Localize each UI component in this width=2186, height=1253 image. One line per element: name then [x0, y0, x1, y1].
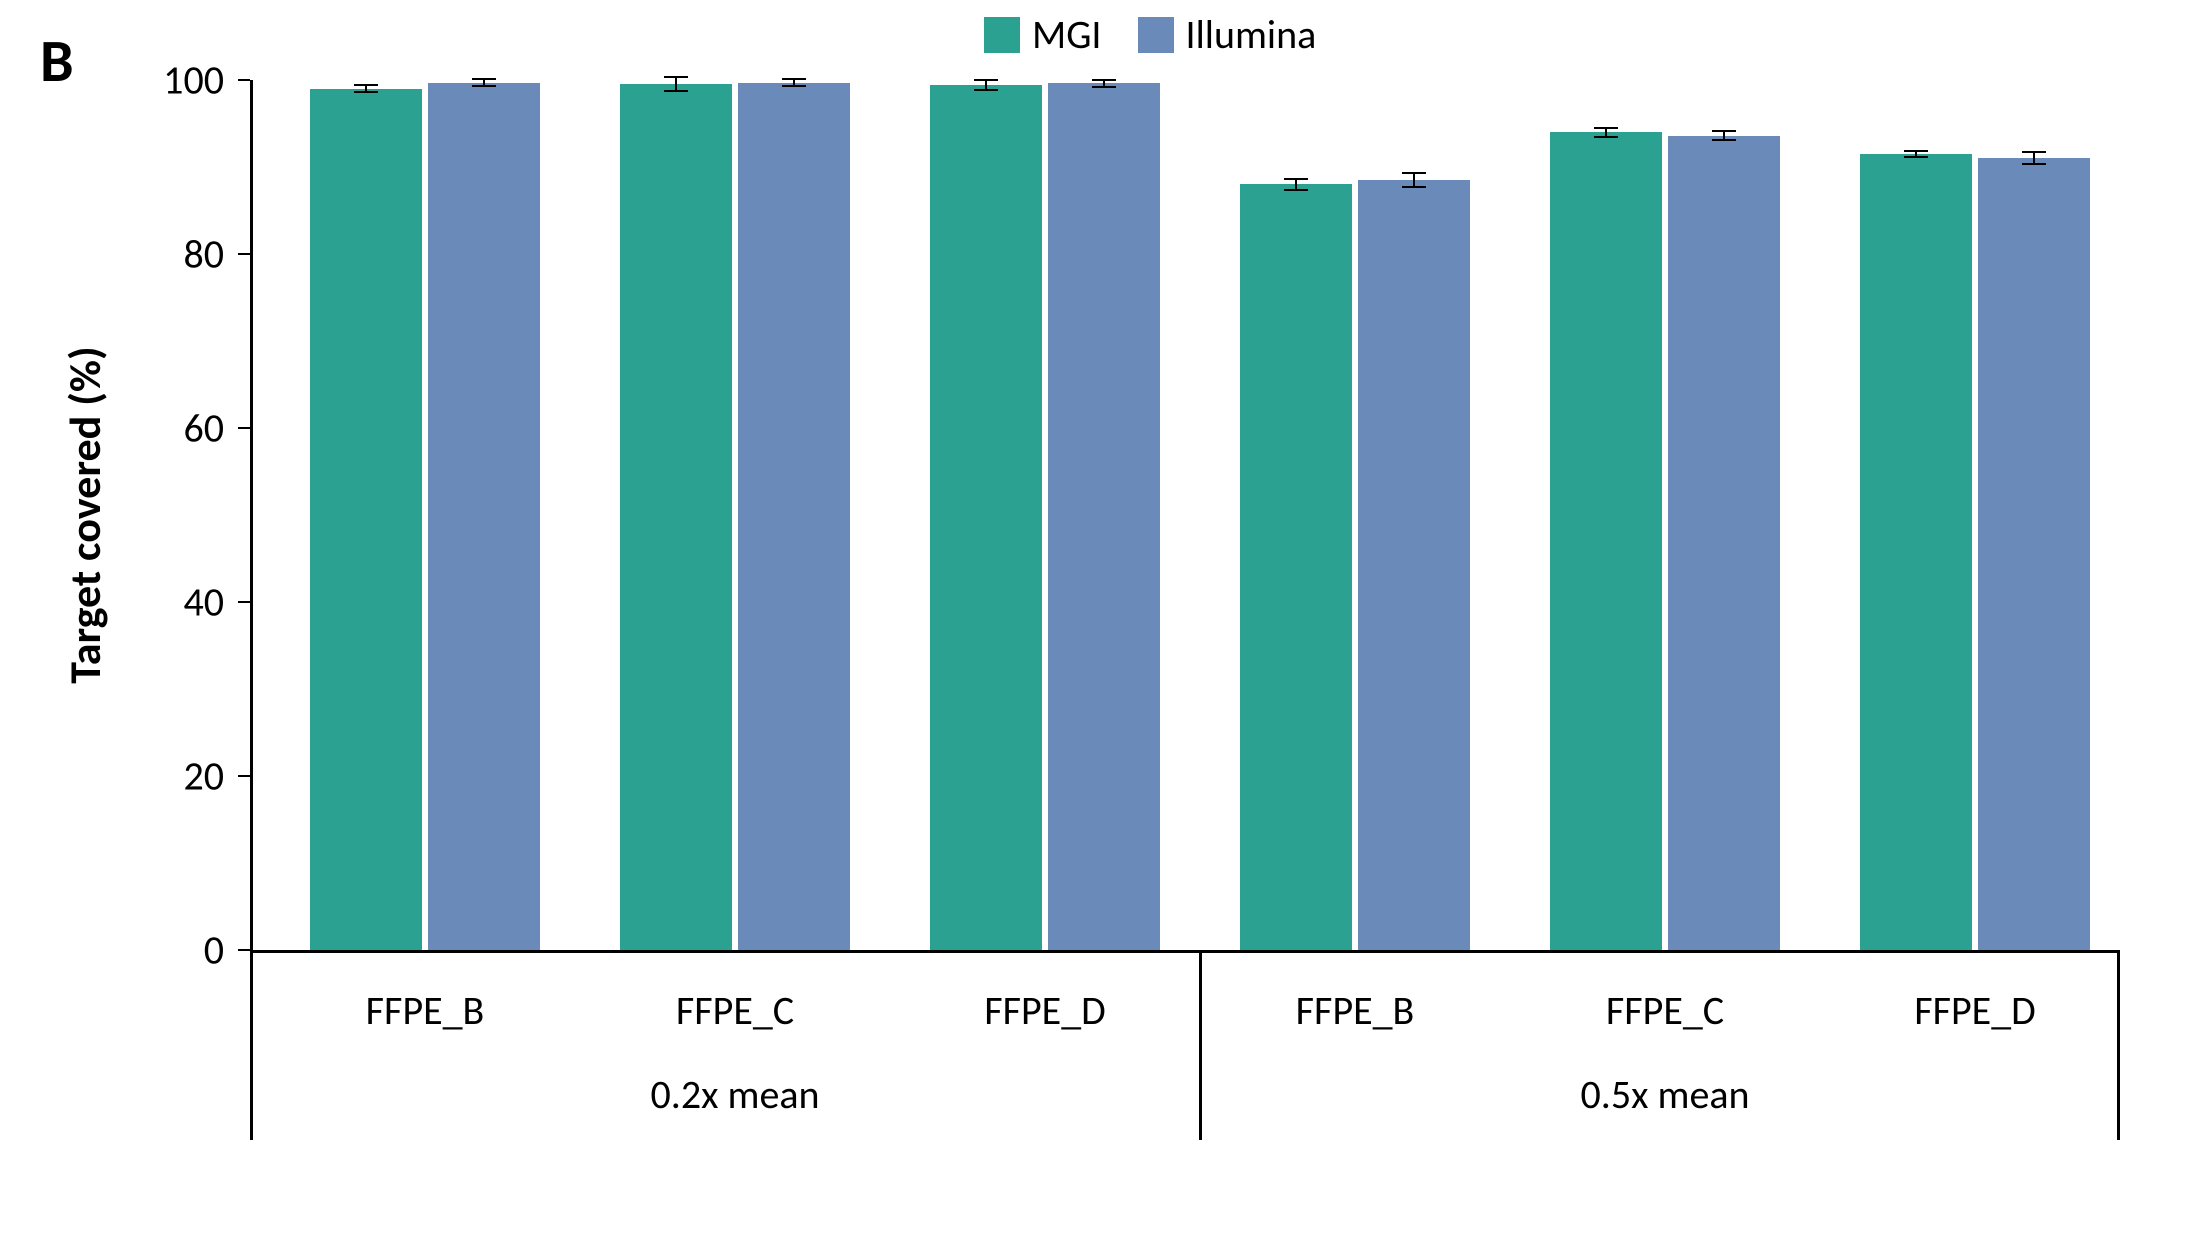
error-cap	[782, 85, 806, 87]
legend-swatch	[984, 17, 1020, 53]
legend-item-illumina: Illumina	[1138, 10, 1317, 59]
frame-vertical	[2117, 950, 2120, 1140]
error-cap	[974, 79, 998, 81]
error-cap	[1284, 178, 1308, 180]
error-cap	[1402, 172, 1426, 174]
ytick-mark	[238, 775, 250, 777]
group-label: 0.5x mean	[1580, 1070, 1749, 1119]
error-cap	[1092, 86, 1116, 88]
panel-label: B	[40, 25, 74, 98]
error-cap	[1284, 189, 1308, 191]
error-cap	[782, 78, 806, 80]
category-label: FFPE_C	[1606, 986, 1724, 1035]
plot-area: 020406080100FFPE_BFFPE_CFFPE_DFFPE_BFFPE…	[250, 80, 2120, 950]
error-cap	[1904, 156, 1928, 158]
error-cap	[1712, 139, 1736, 141]
error-cap	[1712, 130, 1736, 132]
ytick-label: 100	[144, 56, 224, 105]
error-cap	[1904, 150, 1928, 152]
bar-illumina	[428, 83, 540, 950]
y-axis-label: Target covered (%)	[58, 346, 112, 683]
category-label: FFPE_C	[676, 986, 794, 1035]
category-label: FFPE_B	[366, 986, 485, 1035]
bar-mgi	[1550, 132, 1662, 950]
bar-illumina	[1048, 83, 1160, 950]
group-label: 0.2x mean	[650, 1070, 819, 1119]
category-label: FFPE_D	[984, 986, 1105, 1035]
error-cap	[974, 89, 998, 91]
category-label: FFPE_B	[1296, 986, 1415, 1035]
bar-mgi	[620, 84, 732, 950]
frame-vertical	[250, 950, 253, 1140]
legend-label: Illumina	[1186, 10, 1317, 59]
legend-swatch	[1138, 17, 1174, 53]
bar-illumina	[738, 83, 850, 950]
x-axis	[250, 950, 2120, 953]
ytick-label: 80	[144, 230, 224, 279]
ytick-mark	[238, 79, 250, 81]
ytick-label: 0	[144, 926, 224, 975]
y-axis	[250, 80, 253, 950]
category-label: FFPE_D	[1914, 986, 2035, 1035]
error-cap	[2022, 163, 2046, 165]
error-cap	[664, 76, 688, 78]
ytick-mark	[238, 253, 250, 255]
legend-label: MGI	[1032, 10, 1102, 59]
error-cap	[354, 91, 378, 93]
ytick-mark	[238, 949, 250, 951]
bar-mgi	[1240, 184, 1352, 950]
error-bar	[1413, 173, 1415, 187]
bar-mgi	[1860, 154, 1972, 950]
error-cap	[1594, 127, 1618, 129]
error-cap	[1402, 186, 1426, 188]
bar-mgi	[930, 85, 1042, 950]
error-cap	[354, 84, 378, 86]
error-cap	[2022, 151, 2046, 153]
bar-mgi	[310, 89, 422, 950]
error-cap	[664, 90, 688, 92]
bar-illumina	[1668, 136, 1780, 950]
bar-illumina	[1978, 158, 2090, 950]
error-cap	[472, 78, 496, 80]
ytick-label: 40	[144, 578, 224, 627]
legend-item-mgi: MGI	[984, 10, 1102, 59]
ytick-label: 20	[144, 752, 224, 801]
error-cap	[472, 85, 496, 87]
legend: MGI Illumina	[984, 10, 1316, 59]
ytick-mark	[238, 427, 250, 429]
ytick-label: 60	[144, 404, 224, 453]
bar-illumina	[1358, 180, 1470, 950]
group-divider	[1199, 950, 1202, 1140]
error-cap	[1092, 79, 1116, 81]
error-cap	[1594, 136, 1618, 138]
error-bar	[675, 77, 677, 91]
ytick-mark	[238, 601, 250, 603]
